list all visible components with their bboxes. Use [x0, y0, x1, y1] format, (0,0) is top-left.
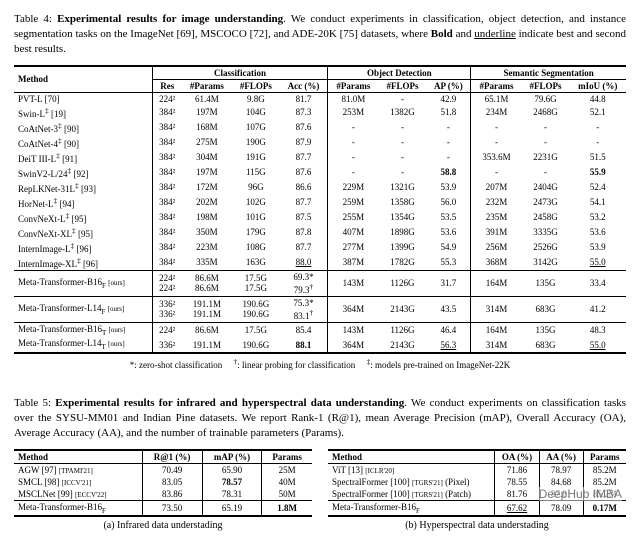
t5b-col-aa: AA (%)	[539, 450, 583, 464]
table-row: Meta-Transformer-B16F73.5065.191.8M	[14, 500, 312, 516]
table4: Method Classification Object Detection S…	[14, 65, 626, 355]
table4-body: PVT-L [70]224²61.4M9.8G81.781.0M-42.965.…	[14, 92, 626, 353]
col-res: Res	[152, 79, 182, 92]
t5a-col-params: Params	[262, 450, 312, 464]
t5a-col-r1: R@1 (%)	[142, 450, 202, 464]
col-flops: #FLOPs	[232, 79, 280, 92]
col-method: Method	[14, 66, 152, 93]
t5b-col-method: Method	[328, 450, 495, 464]
col-params: #Params	[182, 79, 232, 92]
table-row: DeiT III-L‡ [91]384²304M191G87.7---353.6…	[14, 150, 626, 165]
table-row: HorNet-L‡ [94]384²202M102G87.7259M1358G5…	[14, 195, 626, 210]
col-acc: Acc (%)	[280, 79, 328, 92]
table-row: SpectralFormer [100] [TGRS'21] (Pixel)78…	[328, 476, 626, 488]
table5b-subcap: (b) Hyperspectral data understading	[328, 520, 626, 531]
table-row: PVT-L [70]224²61.4M9.8G81.781.0M-42.965.…	[14, 92, 626, 105]
col-det-params: #Params	[328, 79, 379, 92]
table5b-body: ViT [13] [ICLR'20]71.8678.9785.2MSpectra…	[328, 463, 626, 516]
table-row: Meta-Transformer-B16T [ours]224²86.6M17.…	[14, 322, 626, 337]
col-seg-params: #Params	[471, 79, 522, 92]
table-row: InternImage-XL‡ [96]384²335M163G88.0387M…	[14, 255, 626, 271]
table-row: Meta-Transformer-B16F67.6278.090.17M	[328, 500, 626, 516]
table-row: CoAtNet-3‡ [90]384²168M107G87.6------	[14, 120, 626, 135]
table-row: InternImage-L‡ [96]384²223M108G87.7277M1…	[14, 240, 626, 255]
table-row: ConvNeXt-XL‡ [95]384²350M179G87.8407M189…	[14, 225, 626, 240]
table-row: ViT [13] [ICLR'20]71.8678.9785.2M	[328, 463, 626, 476]
colgroup-seg: Semantic Segmentation	[471, 66, 626, 80]
table-row: ConvNeXt-L‡ [95]384²198M101G87.5255M1354…	[14, 210, 626, 225]
table-row: Meta-Transformer-B16F [ours]224²224²86.6…	[14, 270, 626, 296]
table-row: RepLKNet-31L‡ [93]384²172M96G86.6229M132…	[14, 180, 626, 195]
t5b-col-oa: OA (%)	[495, 450, 539, 464]
table-row: MSCLNet [99] [ECCV'22]83.8678.3150M	[14, 488, 312, 501]
t5a-col-method: Method	[14, 450, 142, 464]
table-row: Swin-L‡ [19]384²197M104G87.3253M1382G51.…	[14, 105, 626, 120]
t5a-col-map: mAP (%)	[202, 450, 262, 464]
table5a-body: AGW [97] [TPAMI'21]70.4965.9025MSMCL [98…	[14, 463, 312, 516]
table4-footnote: *: zero-shot classification †: linear pr…	[14, 357, 626, 370]
col-det-ap: AP (%)	[426, 79, 471, 92]
col-seg-miou: mIoU (%)	[569, 79, 626, 92]
table-row: SMCL [98] [ICCV'21]83.0578.5740M	[14, 476, 312, 488]
colgroup-det: Object Detection	[328, 66, 471, 80]
table-row: SpectralFormer [100] [TGRS'21] (Patch)81…	[328, 488, 626, 501]
table5-caption: Table 5: Experimental results for infrar…	[14, 396, 626, 441]
table5b: Method OA (%) AA (%) Params ViT [13] [IC…	[328, 449, 626, 518]
colgroup-cls: Classification	[152, 66, 328, 80]
table5a-subcap: (a) Infrared data understading	[14, 520, 312, 531]
col-det-flops: #FLOPs	[379, 79, 427, 92]
table5a: Method R@1 (%) mAP (%) Params AGW [97] […	[14, 449, 312, 518]
col-seg-flops: #FLOPs	[522, 79, 570, 92]
table-row: Meta-Transformer-L14F [ours]336²336²191.…	[14, 296, 626, 322]
table4-caption: Table 4: Experimental results for image …	[14, 12, 626, 57]
table-row: Meta-Transformer-L14T [ours]336²191.1M19…	[14, 337, 626, 353]
table-row: CoAtNet-4‡ [90]384²275M190G87.9------	[14, 135, 626, 150]
table-row: SwinV2-L/24‡ [92]384²197M115G87.6--58.8-…	[14, 165, 626, 180]
table-row: AGW [97] [TPAMI'21]70.4965.9025M	[14, 463, 312, 476]
t5b-col-params: Params	[583, 450, 626, 464]
